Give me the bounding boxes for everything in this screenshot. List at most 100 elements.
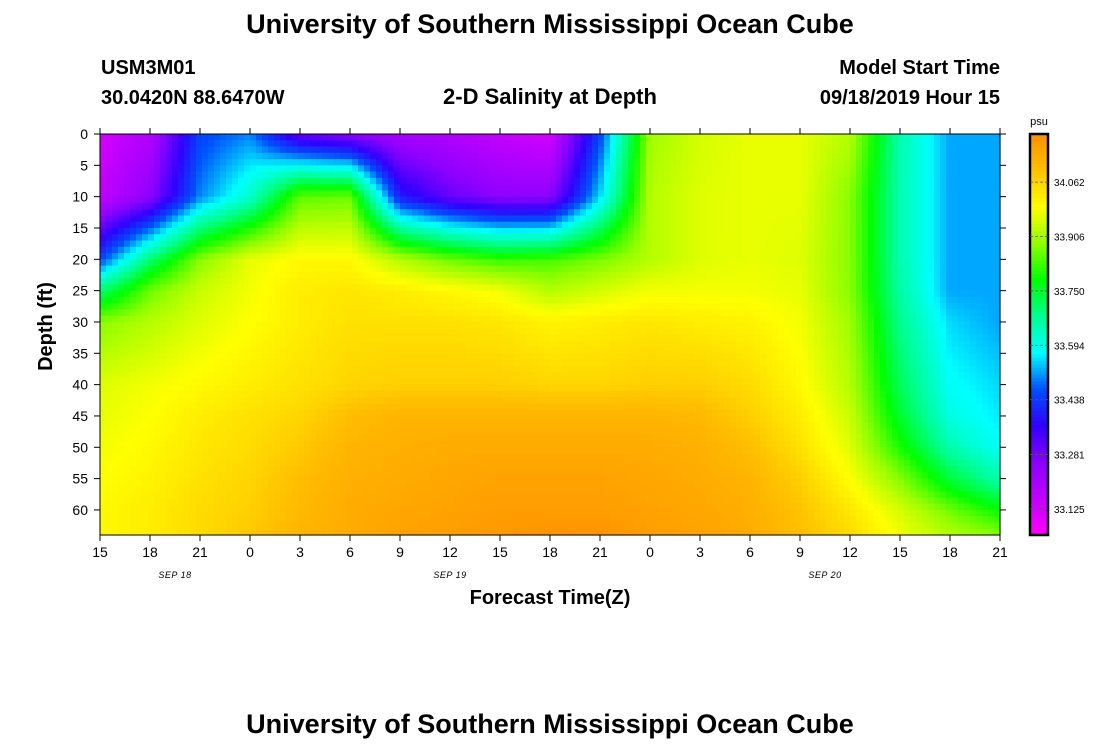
heatmap-cell — [520, 202, 527, 210]
heatmap-cell — [466, 328, 473, 336]
heatmap-cell — [166, 378, 173, 386]
heatmap-cell — [328, 353, 335, 361]
heatmap-cell — [262, 347, 269, 354]
heatmap-cell — [196, 140, 203, 148]
heatmap-cell — [400, 152, 407, 160]
heatmap-cell — [532, 190, 539, 198]
heatmap-cell — [238, 522, 245, 530]
heatmap-cell — [214, 328, 221, 336]
heatmap-cell — [310, 240, 317, 248]
heatmap-cell — [544, 190, 551, 198]
heatmap-cell — [166, 271, 173, 279]
heatmap-cell — [382, 365, 389, 373]
heatmap-cell — [178, 221, 185, 229]
heatmap-cell — [328, 528, 335, 536]
heatmap-cell — [376, 290, 383, 298]
heatmap-cell — [166, 359, 173, 367]
heatmap-cell — [232, 522, 239, 530]
heatmap-cell — [562, 321, 569, 329]
heatmap-cell — [130, 497, 137, 505]
heatmap-cell — [436, 134, 443, 141]
heatmap-cell — [388, 290, 395, 298]
heatmap-cell — [364, 491, 371, 499]
heatmap-cell — [226, 528, 233, 536]
heatmap-cell — [232, 271, 239, 279]
heatmap-cell — [502, 184, 509, 191]
heatmap-cell — [364, 253, 371, 260]
heatmap-cell — [220, 321, 227, 329]
heatmap-cell — [172, 309, 179, 317]
heatmap-cell — [142, 441, 149, 448]
heatmap-cell — [112, 359, 119, 367]
heatmap-cell — [172, 278, 179, 285]
heatmap-cell — [436, 522, 443, 530]
heatmap-cell — [214, 265, 221, 273]
heatmap-cell — [274, 177, 281, 185]
heatmap-cell — [502, 171, 509, 179]
heatmap-cell — [448, 159, 455, 166]
heatmap-cell — [250, 447, 257, 455]
heatmap-cell — [124, 165, 131, 173]
heatmap-cell — [238, 303, 245, 311]
heatmap-cell — [184, 509, 191, 517]
heatmap-cell — [130, 209, 137, 217]
heatmap-cell — [364, 159, 371, 166]
heatmap-cell — [184, 196, 191, 204]
heatmap-cell — [310, 171, 317, 179]
heatmap-cell — [244, 497, 251, 505]
heatmap-cell — [436, 140, 443, 148]
heatmap-cell — [112, 265, 119, 273]
heatmap-cell — [100, 202, 107, 210]
heatmap-cell — [556, 491, 563, 499]
heatmap-cell — [406, 466, 413, 473]
heatmap-cell — [406, 196, 413, 204]
heatmap-cell — [298, 378, 305, 386]
heatmap-cell — [166, 240, 173, 248]
heatmap-cell — [316, 202, 323, 210]
heatmap-cell — [136, 152, 143, 160]
heatmap-cell — [490, 459, 497, 467]
heatmap-cell — [544, 434, 551, 442]
heatmap-cell — [424, 459, 431, 467]
heatmap-cell — [190, 221, 197, 229]
heatmap-cell — [442, 328, 449, 336]
heatmap-cell — [442, 284, 449, 292]
heatmap-cell — [262, 265, 269, 273]
heatmap-cell — [310, 227, 317, 235]
heatmap-cell — [478, 334, 485, 342]
heatmap-cell — [166, 491, 173, 499]
heatmap-cell — [490, 146, 497, 154]
heatmap-cell — [346, 240, 353, 248]
heatmap-cell — [286, 428, 293, 436]
heatmap-cell — [562, 378, 569, 386]
heatmap-cell — [430, 503, 437, 511]
heatmap-cell — [496, 159, 503, 166]
heatmap-cell — [322, 528, 329, 536]
heatmap-cell — [490, 484, 497, 492]
heatmap-cell — [160, 516, 167, 524]
heatmap-cell — [208, 328, 215, 336]
heatmap-cell — [478, 497, 485, 505]
heatmap-cell — [286, 372, 293, 379]
heatmap-cell — [274, 159, 281, 166]
heatmap-cell — [376, 503, 383, 511]
heatmap-cell — [340, 221, 347, 229]
heatmap-cell — [508, 196, 515, 204]
heatmap-cell — [328, 509, 335, 517]
heatmap-cell — [340, 309, 347, 317]
heatmap-cell — [484, 221, 491, 229]
heatmap-cell — [412, 528, 419, 536]
heatmap-cell — [226, 146, 233, 154]
heatmap-cell — [256, 516, 263, 524]
heatmap-cell — [196, 190, 203, 198]
heatmap-cell — [142, 221, 149, 229]
heatmap-cell — [478, 472, 485, 480]
heatmap-cell — [124, 190, 131, 198]
heatmap-cell — [454, 328, 461, 336]
heatmap-cell — [196, 347, 203, 354]
heatmap-cell — [526, 484, 533, 492]
heatmap-cell — [112, 240, 119, 248]
heatmap-cell — [226, 259, 233, 267]
heatmap-cell — [412, 384, 419, 392]
heatmap-cell — [490, 171, 497, 179]
